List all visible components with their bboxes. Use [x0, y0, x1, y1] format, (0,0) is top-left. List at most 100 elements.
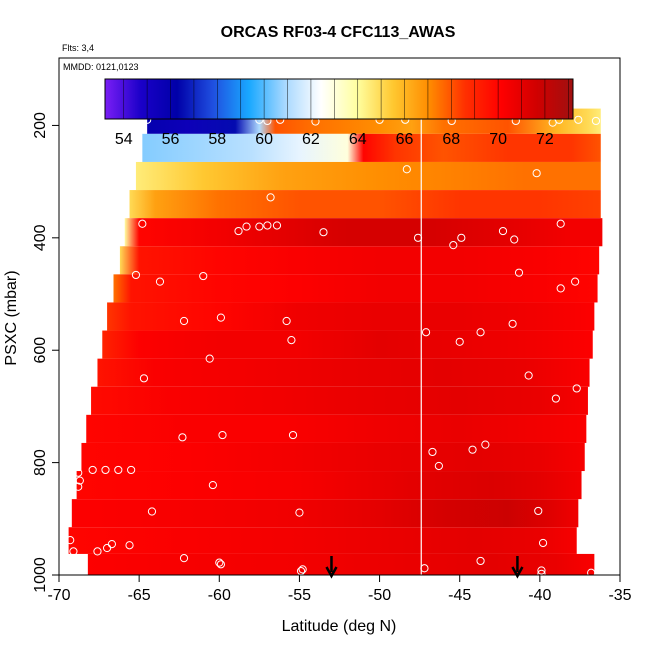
- sample-point: [125, 541, 134, 550]
- sample-point: [593, 333, 602, 342]
- heatmap-band: [71, 499, 579, 528]
- sample-point: [199, 271, 208, 281]
- sample-point: [514, 268, 524, 277]
- y-tick-label: 1000: [32, 557, 49, 593]
- colorbar-tick-label: 72: [536, 131, 554, 148]
- heatmap-band: [91, 386, 588, 415]
- sample-point: [588, 532, 597, 541]
- marker-arrow-head: [325, 566, 338, 579]
- sample-point: [74, 482, 83, 491]
- sample-point: [574, 115, 583, 124]
- dates-label: MMDD: 0121,0123: [63, 62, 139, 72]
- sample-point: [476, 328, 485, 337]
- sample-point: [457, 233, 466, 242]
- annotation-layer: [325, 108, 524, 579]
- plot-frame: [58, 57, 621, 576]
- x-axis-label: Latitude (deg N): [282, 618, 397, 635]
- sample-point: [319, 228, 328, 237]
- y-tick-label: 600: [32, 337, 49, 364]
- sample-point: [93, 547, 102, 556]
- sample-point: [287, 336, 296, 345]
- sample-point: [216, 560, 225, 569]
- heatmap-band: [119, 246, 600, 275]
- sample-point: [588, 437, 597, 446]
- sample-point: [538, 538, 548, 548]
- sample-point: [508, 319, 517, 328]
- heatmap-band: [142, 133, 601, 162]
- sample-point: [571, 277, 580, 286]
- sample-point: [218, 430, 227, 440]
- sample-point: [179, 316, 189, 326]
- sample-point: [131, 270, 141, 280]
- sample-point: [572, 384, 581, 393]
- colorbar: 54 56 58 60 62 64 66 68 70 72: [104, 78, 574, 148]
- sample-point: [468, 445, 477, 454]
- sample-point: [524, 371, 533, 380]
- heatmap-bands: [68, 108, 603, 575]
- sample-point: [127, 465, 136, 475]
- colorbar-tick-label: 68: [442, 131, 460, 148]
- sample-point: [74, 468, 83, 477]
- colorbar-tick-label: 64: [349, 131, 367, 148]
- sample-point: [587, 568, 596, 575]
- colorbar-tick-label: 56: [162, 131, 180, 148]
- sample-point: [295, 508, 304, 517]
- x-tick-label: -45: [448, 587, 471, 604]
- heatmap-band: [81, 442, 585, 472]
- sample-point: [75, 476, 84, 485]
- x-tick-label: -70: [47, 587, 70, 604]
- y-tick-label: 800: [32, 449, 49, 476]
- sample-point: [614, 229, 620, 238]
- x-axis: -70 -65 -60 -55 -50 -45 -40 -35: [47, 575, 632, 604]
- sample-point: [556, 284, 565, 293]
- heatmap-band: [129, 190, 601, 219]
- heatmap-band: [97, 358, 590, 387]
- sample-point: [421, 328, 431, 337]
- colorbar-tick-label: 60: [255, 131, 273, 148]
- sample-point: [215, 558, 224, 567]
- colorbar-tick-label: 62: [302, 131, 320, 148]
- heatmap-band: [68, 527, 577, 554]
- x-tick-label: -60: [208, 587, 231, 604]
- y-axis: 200 400 600 800 1000: [32, 112, 59, 593]
- sample-point: [272, 221, 282, 230]
- heatmap-band: [107, 302, 595, 331]
- colorbar-fill: [105, 79, 573, 119]
- sample-point: [147, 507, 157, 516]
- x-tick-label: -35: [608, 587, 631, 604]
- sample-point: [255, 222, 264, 231]
- x-tick-label: -65: [128, 587, 151, 604]
- sample-point: [434, 461, 443, 471]
- x-tick-label: -55: [288, 587, 311, 604]
- sample-points: [66, 115, 620, 575]
- sample-point: [88, 465, 97, 475]
- sample-point: [402, 165, 411, 174]
- sample-point: [102, 543, 112, 553]
- colorbar-tick-label: 54: [115, 131, 133, 148]
- sample-point: [510, 235, 519, 244]
- sample-point: [266, 193, 275, 202]
- sample-point: [263, 221, 272, 230]
- marker-arrow-head: [511, 566, 524, 579]
- colorbar-tick-label: 66: [396, 131, 414, 148]
- flights-label: Flts: 3,4: [62, 43, 94, 53]
- sample-point: [532, 169, 541, 178]
- y-axis-label: PSXC (mbar): [3, 270, 20, 365]
- sample-point: [537, 569, 546, 575]
- sample-point: [551, 394, 560, 403]
- sample-point: [216, 313, 225, 322]
- sample-point: [234, 226, 243, 236]
- sample-point: [282, 316, 291, 326]
- sample-point: [298, 565, 307, 574]
- sample-point: [69, 547, 78, 556]
- sample-point: [107, 539, 116, 549]
- sample-point: [476, 556, 485, 566]
- heatmap-band: [102, 330, 593, 359]
- sample-point: [139, 374, 149, 383]
- y-tick-label: 200: [32, 112, 49, 139]
- sample-point: [428, 447, 437, 457]
- sample-point: [591, 116, 601, 126]
- heatmap-band: [86, 414, 587, 443]
